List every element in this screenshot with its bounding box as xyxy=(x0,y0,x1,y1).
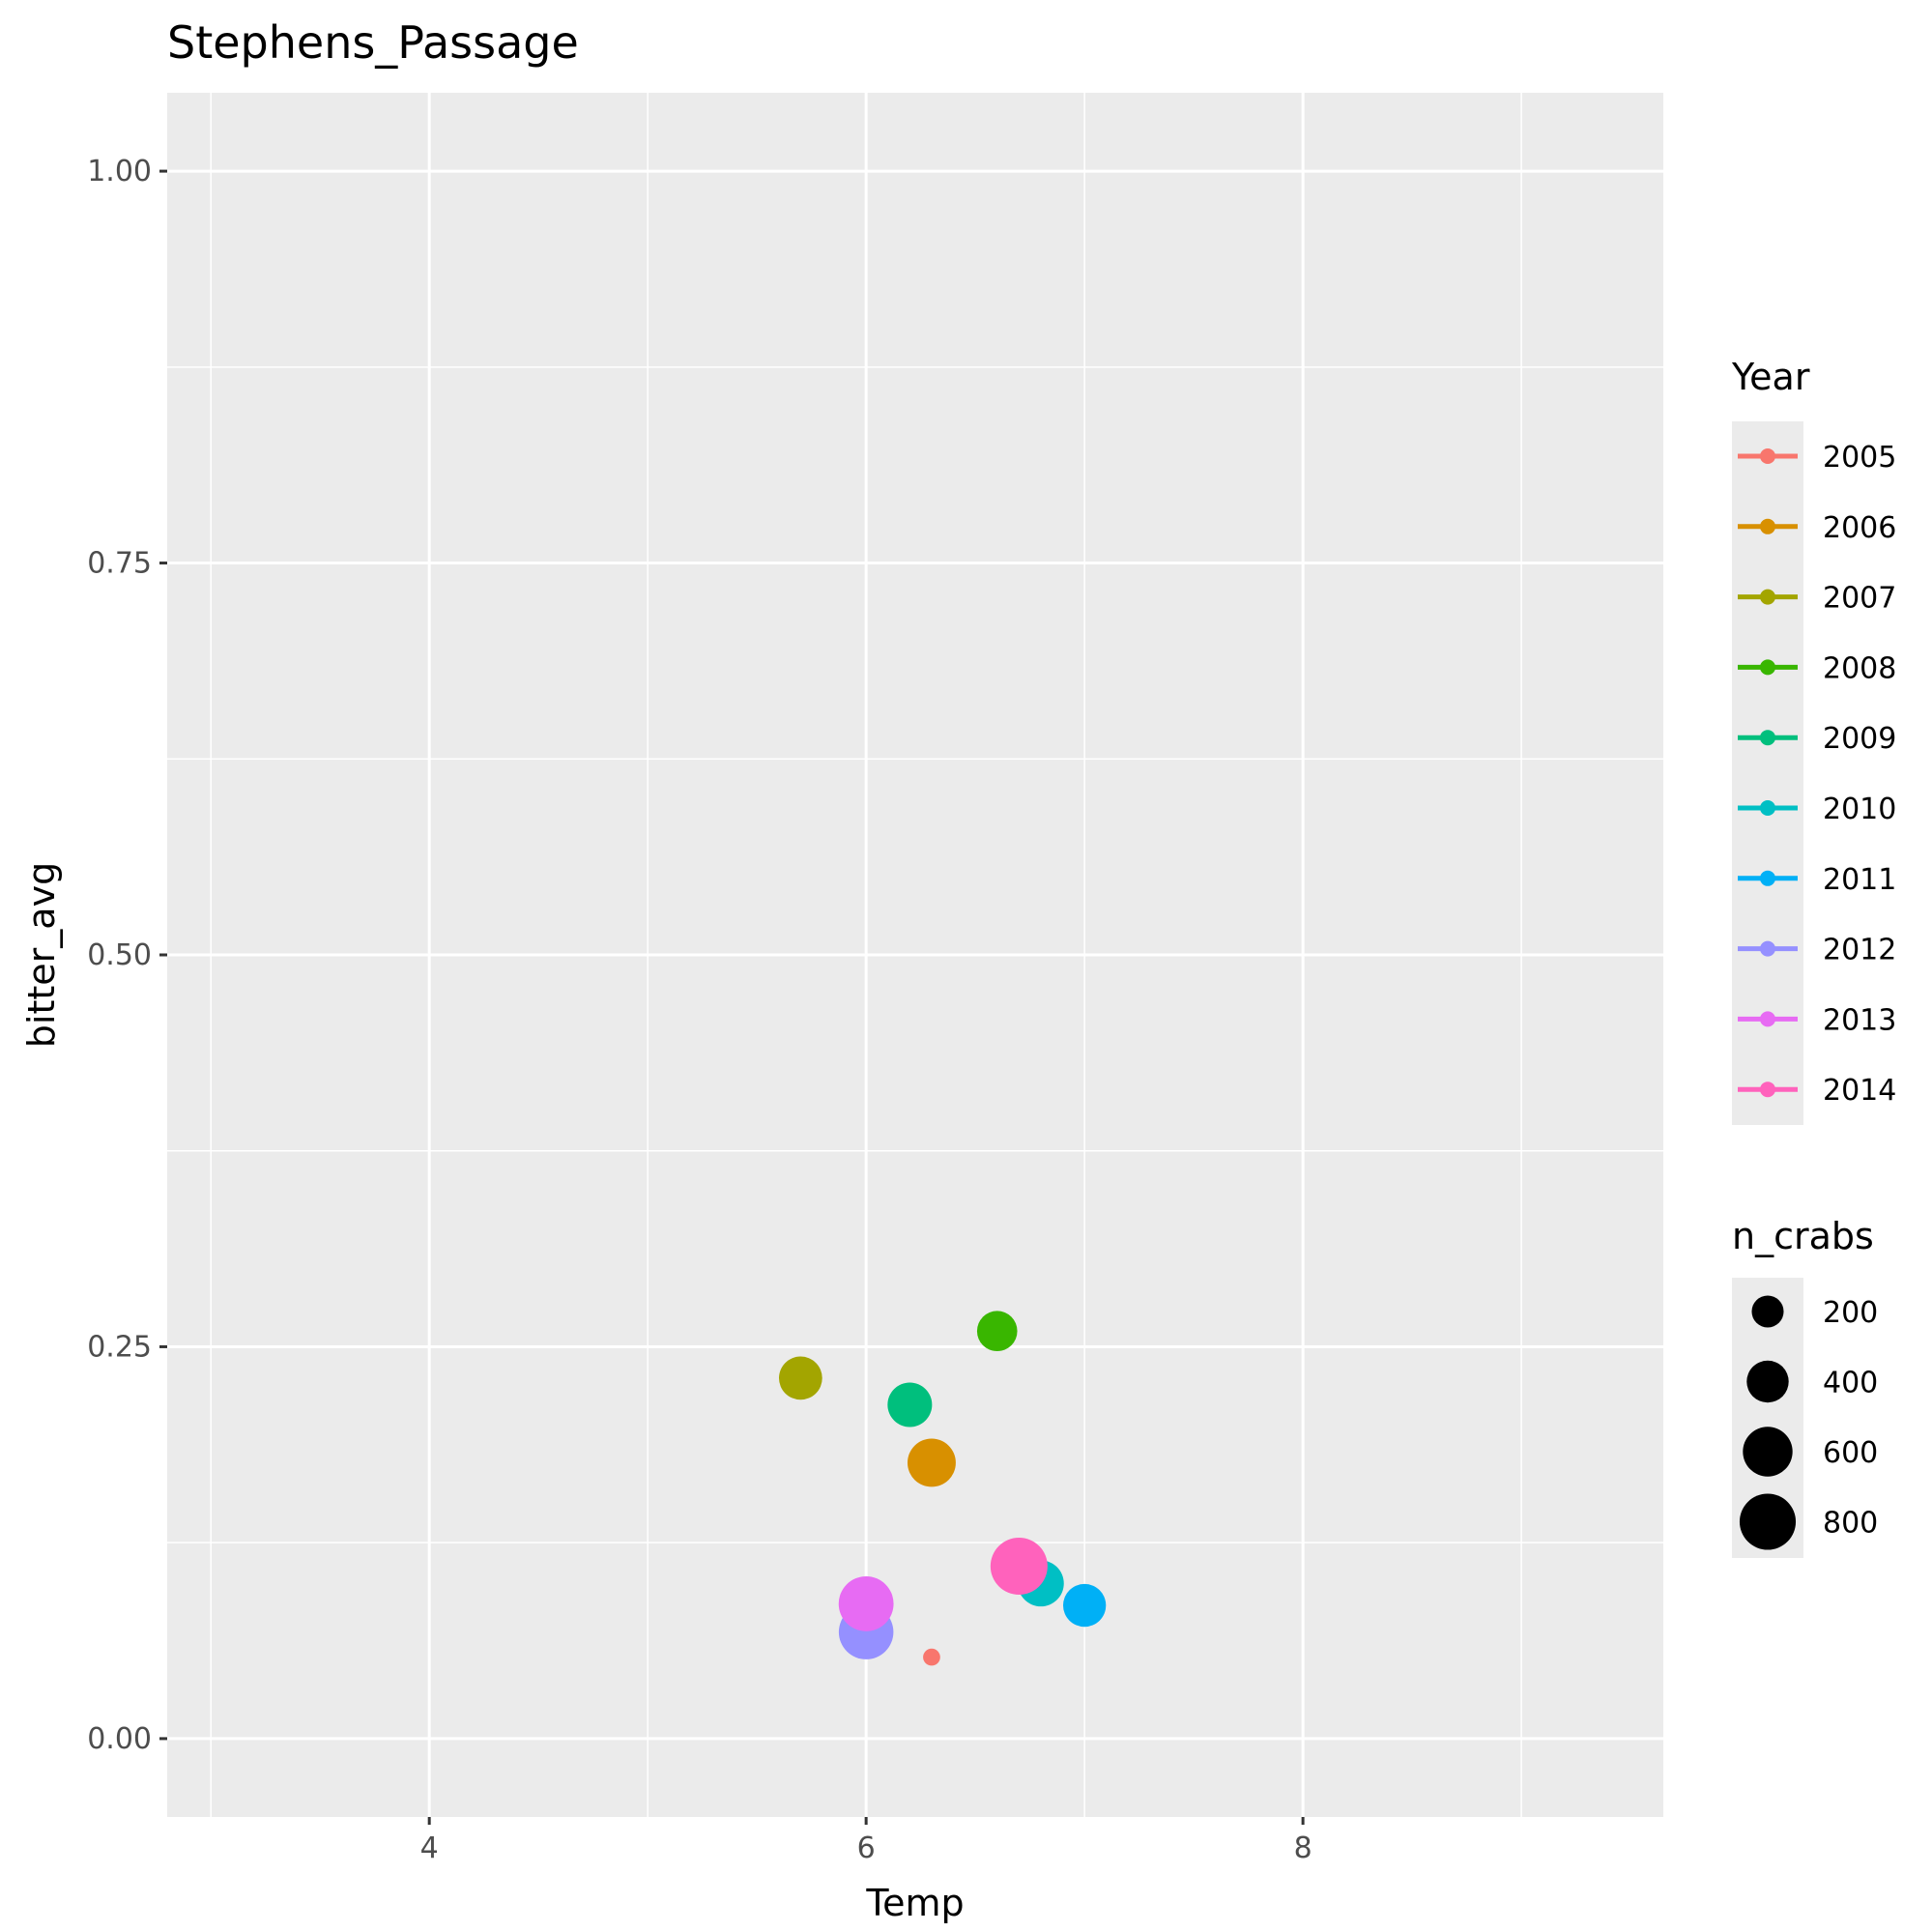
x-tick-label: 6 xyxy=(857,1831,876,1865)
year-legend-key-dot-2011 xyxy=(1760,870,1775,886)
year-legend-key-dot-2013 xyxy=(1760,1011,1775,1027)
point-2005 xyxy=(923,1648,940,1666)
n-crabs-legend-label: 400 xyxy=(1823,1367,1878,1400)
data-points xyxy=(778,1311,1107,1666)
year-legend-key-dot-2010 xyxy=(1760,800,1775,816)
year-legend-label: 2006 xyxy=(1823,511,1896,545)
year-legend-label: 2013 xyxy=(1823,1003,1896,1037)
n-crabs-legend-key-600 xyxy=(1743,1427,1793,1477)
point-2013 xyxy=(838,1576,894,1631)
year-legend-label: 2007 xyxy=(1823,582,1896,616)
n-crabs-legend-label: 200 xyxy=(1823,1296,1878,1330)
grid-lines xyxy=(167,93,1663,1817)
year-legend: Year 2005 2006 2007 2008 2009 2010 2011 2012 2013… xyxy=(1731,356,1896,1125)
year-legend-key-dot-2008 xyxy=(1760,659,1775,676)
year-legend-key-dot-2005 xyxy=(1760,448,1775,464)
year-legend-key-dot-2014 xyxy=(1760,1081,1775,1098)
chart-title: Stephens_Passage xyxy=(167,16,579,69)
year-legend-label: 2010 xyxy=(1823,793,1896,826)
n-crabs-legend-key-200 xyxy=(1751,1295,1784,1328)
year-legend-title: Year xyxy=(1731,356,1810,398)
year-legend-key-dot-2012 xyxy=(1760,940,1775,957)
point-2006 xyxy=(907,1438,956,1487)
year-legend-label: 2011 xyxy=(1823,863,1896,897)
year-legend-label: 2014 xyxy=(1823,1074,1896,1108)
year-legend-key-dot-2006 xyxy=(1760,518,1775,534)
year-legend-label: 2005 xyxy=(1823,441,1896,475)
y-axis-title: bitter_avg xyxy=(20,862,63,1048)
x-tick-label: 8 xyxy=(1294,1831,1312,1865)
point-2008 xyxy=(976,1311,1018,1352)
y-tick-label: 0.75 xyxy=(87,547,152,581)
y-tick-label: 1.00 xyxy=(87,155,152,188)
x-tick-label: 4 xyxy=(420,1831,439,1865)
axes: 4 6 8 0.00 0.25 0.50 0.75 1.00 xyxy=(87,155,1312,1865)
point-2009 xyxy=(887,1382,933,1427)
y-tick-label: 0.00 xyxy=(87,1722,152,1756)
n-crabs-legend-label: 800 xyxy=(1823,1507,1878,1541)
n-crabs-legend-key-800 xyxy=(1739,1493,1797,1550)
year-legend-keys-background xyxy=(1732,421,1803,1125)
n-crabs-legend-title: n_crabs xyxy=(1732,1215,1874,1257)
y-tick-label: 0.50 xyxy=(87,938,152,972)
year-legend-label: 2009 xyxy=(1823,722,1896,756)
n-crabs-legend-label: 600 xyxy=(1823,1436,1878,1470)
x-axis-title: Temp xyxy=(865,1882,964,1924)
point-2014 xyxy=(990,1537,1048,1596)
year-legend-label: 2012 xyxy=(1823,934,1896,967)
n-crabs-legend-key-400 xyxy=(1746,1360,1789,1403)
point-2007 xyxy=(778,1356,822,1400)
year-legend-key-dot-2009 xyxy=(1760,730,1775,746)
year-legend-key-dot-2007 xyxy=(1760,589,1775,605)
point-2011 xyxy=(1062,1583,1107,1628)
year-legend-label: 2008 xyxy=(1823,651,1896,685)
n-crabs-legend: n_crabs 200 400 600 800 xyxy=(1732,1215,1878,1558)
y-tick-label: 0.25 xyxy=(87,1330,152,1364)
